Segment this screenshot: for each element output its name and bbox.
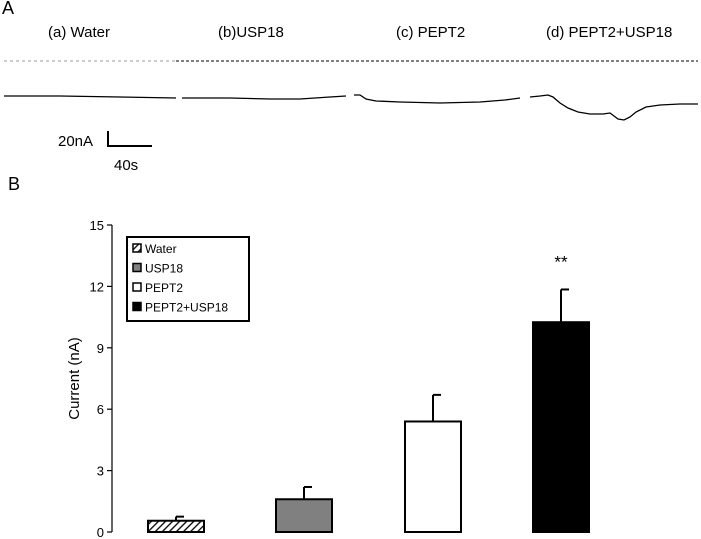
trace-pept2-usp18 [529, 94, 698, 121]
trace-pept2 [354, 94, 521, 104]
y-tick-label: 6 [97, 402, 104, 417]
y-tick-label: 3 [97, 464, 104, 479]
legend-box [126, 236, 250, 322]
y-tick-label: 12 [90, 279, 104, 294]
bar-water [147, 519, 205, 534]
trace-usp18 [182, 95, 347, 100]
scale-current-label: 20nA [58, 133, 94, 150]
scale-time-label: 40s [114, 157, 139, 174]
legend-swatch [132, 282, 142, 292]
trace-water [4, 95, 177, 99]
trace-label-pept2-usp18: (d) PEPT2+USP18 [546, 24, 673, 41]
y-tick-label: 15 [90, 218, 104, 233]
trace-label-pept2: (c) PEPT2 [396, 24, 466, 41]
legend-label: PEPT2 [145, 281, 183, 295]
panel-a-label: A [2, 0, 15, 18]
bar-chart: 0 3 6 9 12 15 Current (nA) ** Water USP18 PEPT2 PEP… [66, 218, 590, 539]
y-tick-label: 9 [97, 341, 104, 356]
legend-swatch [132, 243, 142, 253]
bar-usp18 [275, 498, 333, 533]
legend-swatch [132, 262, 142, 273]
legend-label: PEPT2+USP18 [145, 301, 228, 315]
bar-pept2-usp18 [532, 321, 590, 534]
panel-b-label: B [8, 174, 21, 194]
trace-label-water: (a) Water [48, 24, 110, 41]
y-tick-label: 0 [97, 525, 104, 539]
trace-label-usp18: (b)USP18 [218, 24, 284, 41]
y-axis-label: Current (nA) [66, 337, 83, 420]
legend-swatch [132, 301, 142, 312]
legend-label: USP18 [145, 262, 183, 276]
significance-label: ** [554, 252, 568, 271]
legend-label: Water [145, 242, 177, 256]
scale-bar [107, 131, 152, 147]
bar-pept2 [404, 420, 462, 534]
